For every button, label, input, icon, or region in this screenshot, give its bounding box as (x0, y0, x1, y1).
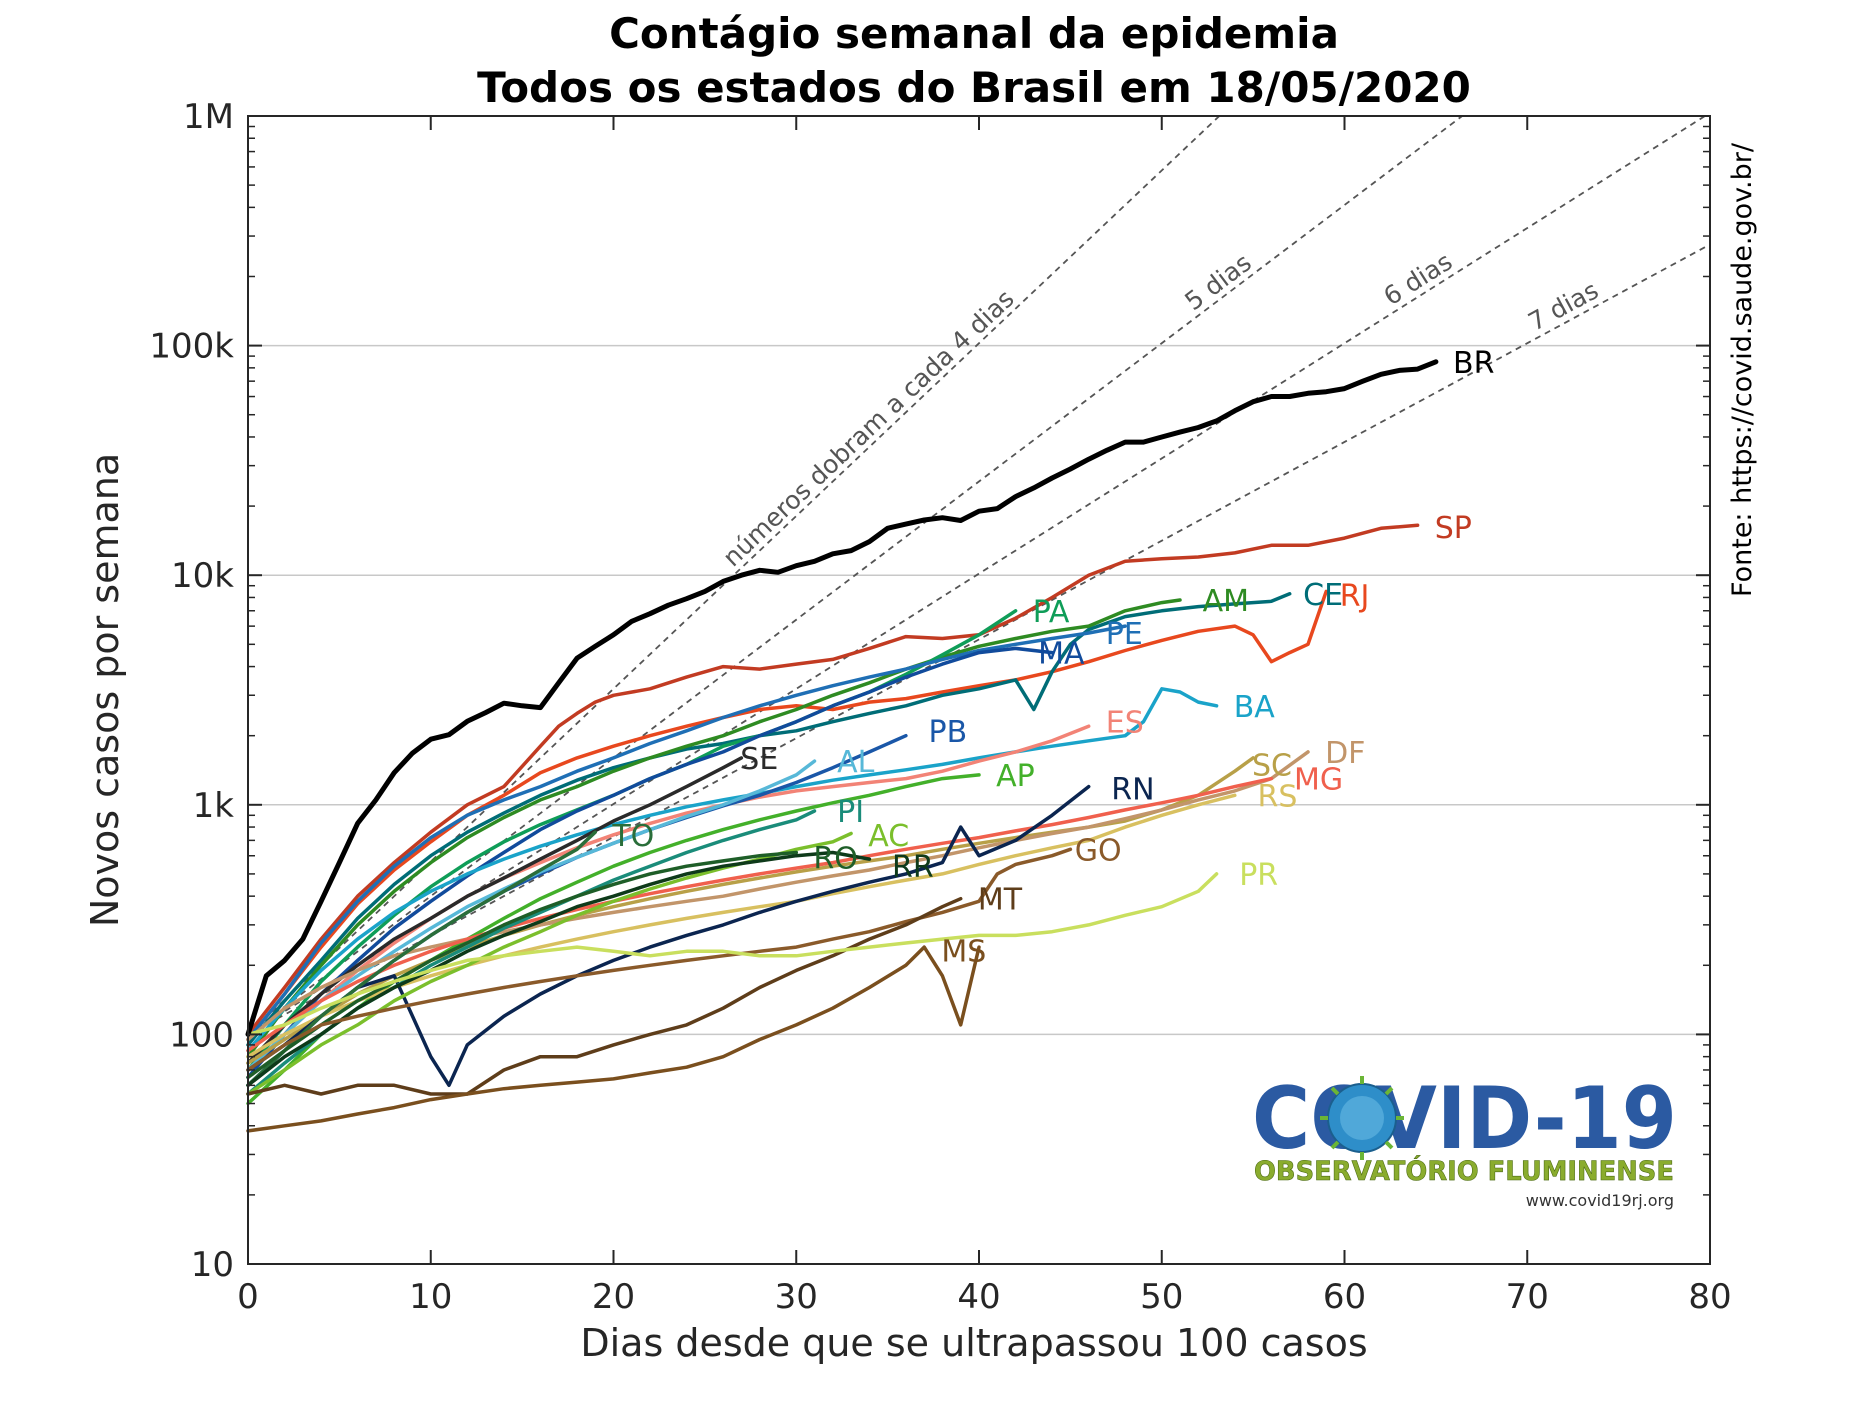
series-label-rj: RJ (1340, 579, 1370, 614)
data-series (245, 359, 1439, 1133)
series-line-rr (246, 850, 872, 1088)
series-line-go (246, 847, 1073, 1072)
reference-line (247, 115, 1706, 1036)
series-label-to: TO (611, 819, 654, 854)
x-tick-label: 0 (237, 1277, 259, 1317)
series-line-rn (246, 784, 1091, 1088)
series-label-es: ES (1106, 706, 1144, 741)
series-line-rs (246, 793, 1237, 1059)
series-label-pi: PI (837, 795, 864, 830)
series-label-rn: RN (1111, 772, 1154, 807)
series-label-ma: MA (1038, 637, 1085, 672)
source-label: Fonte: https://covid.saude.gov.br/ (1727, 142, 1758, 597)
series-line-pe (246, 624, 1127, 1042)
x-tick-label: 50 (1140, 1277, 1183, 1317)
logo-main-text: COVID-19 (1252, 1069, 1677, 1169)
series-label-br: BR (1453, 346, 1494, 381)
x-tick-label: 40 (957, 1277, 1000, 1317)
series-line-sp (246, 523, 1420, 1037)
chart-title-line-2: Todos os estados do Brasil em 18/05/2020 (477, 63, 1471, 112)
x-tick-label: 80 (1688, 1277, 1731, 1317)
y-tick-label: 1k (193, 786, 235, 826)
series-label-pe: PE (1106, 617, 1143, 652)
y-tick-label: 1M (183, 97, 234, 137)
x-axis-label: Dias desde que se ultrapassou 100 casos (580, 1321, 1367, 1365)
series-label-se: SE (740, 742, 778, 777)
x-tick-label: 20 (592, 1277, 635, 1317)
series-line-pr (246, 872, 1219, 1037)
series-label-am: AM (1203, 584, 1249, 619)
series-label-rr: RR (892, 850, 934, 885)
series-line-rj (246, 589, 1328, 1042)
series-line-ms (246, 945, 981, 1133)
series-label-mg: MG (1294, 763, 1343, 798)
series-label-ro: RO (813, 841, 857, 876)
series-line-mt (246, 896, 963, 1096)
series-line-to (246, 830, 597, 1088)
x-tick-label: 30 (775, 1277, 818, 1317)
x-tick-label: 10 (409, 1277, 452, 1317)
y-tick-label: 100 (169, 1015, 234, 1055)
chart-title-line-1: Contágio semanal da epidemia (609, 9, 1339, 58)
series-label-pr: PR (1239, 858, 1278, 893)
series-label-ms: MS (941, 934, 986, 969)
y-tick-label: 10 (191, 1245, 234, 1285)
series-line-mg (246, 776, 1274, 1053)
series-label-df: DF (1325, 736, 1365, 771)
series-label-ac: AC (868, 819, 909, 854)
series-line-ro (246, 850, 799, 1080)
series-label-pb: PB (929, 715, 968, 750)
series-label-sc: SC (1252, 748, 1292, 783)
logo-sub-text: OBSERVATÓRIO FLUMINENSE (1254, 1155, 1674, 1187)
x-tick-label: 70 (1506, 1277, 1549, 1317)
series-label-al: AL (837, 745, 875, 780)
y-tick-label: 10k (171, 556, 234, 596)
logo-url-text: www.covid19rj.org (1526, 1191, 1674, 1210)
virus-icon (1320, 1076, 1404, 1160)
series-line-es (246, 724, 1091, 1072)
y-tick-label: 100k (149, 327, 234, 367)
series-label-ap: AP (996, 759, 1035, 794)
series-label-rs: RS (1257, 779, 1297, 814)
series-line-ce (246, 592, 1292, 1047)
y-axis-label: Novos casos por semana (83, 453, 127, 927)
series-label-ba: BA (1234, 690, 1276, 725)
series-line-ac (246, 831, 853, 1096)
series-line-am (246, 598, 1182, 1059)
series-line-df (246, 750, 1310, 1042)
series-line-br (245, 359, 1439, 1037)
x-tick-label: 60 (1323, 1277, 1366, 1317)
reference-line (247, 243, 1711, 1036)
series-label-go: GO (1075, 833, 1122, 868)
series-label-mt: MT (978, 883, 1023, 918)
series-line-se (246, 756, 744, 1065)
covid19-logo: COVID-19 OBSERVATÓRIO FLUMINENSE www.cov… (1252, 1069, 1677, 1210)
series-line-ma (246, 646, 1054, 1080)
series-label-pa: PA (1033, 595, 1070, 630)
series-label-sp: SP (1435, 511, 1472, 546)
series-label-ce: CE (1303, 578, 1343, 613)
reference-line (247, 115, 1220, 1036)
